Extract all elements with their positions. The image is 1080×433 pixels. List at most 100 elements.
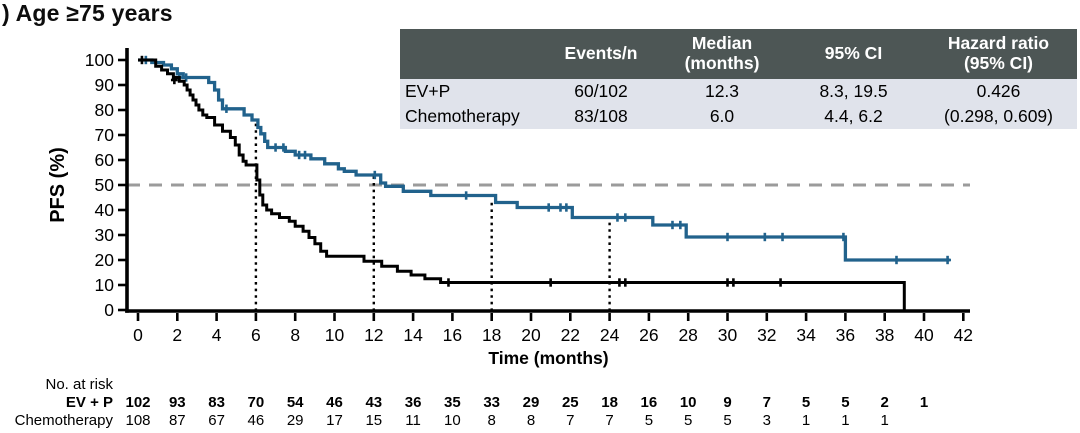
risk-value: 46: [326, 394, 343, 411]
risk-value: 3: [763, 412, 771, 429]
risk-value: 8: [527, 412, 535, 429]
y-tick-label: 80: [95, 100, 115, 120]
x-tick-label: 12: [364, 325, 383, 345]
risk-value: 46: [248, 412, 265, 429]
figure-title: ) Age ≥75 years: [2, 0, 173, 26]
x-tick-label: 42: [954, 325, 973, 345]
x-tick-label: 2: [172, 325, 182, 345]
risk-value: 10: [444, 412, 461, 429]
risk-value: 9: [723, 394, 731, 411]
x-tick-label: 18: [482, 325, 501, 345]
x-tick-label: 32: [757, 325, 776, 345]
y-tick-label: 70: [95, 125, 115, 145]
x-tick-label: 16: [443, 325, 462, 345]
x-tick-label: 30: [718, 325, 738, 345]
risk-value: 1: [841, 412, 849, 429]
stats-cell-hazard_ratio: (0.298, 0.609): [920, 104, 1077, 129]
risk-value: 11: [405, 412, 421, 429]
risk-value: 108: [125, 412, 150, 429]
stats-cell-ci_95: 4.4, 6.2: [787, 104, 920, 129]
risk-value: 36: [405, 394, 422, 411]
risk-value: 54: [287, 394, 304, 411]
x-tick-label: 40: [914, 325, 934, 345]
risk-value: 8: [488, 412, 496, 429]
stats-cell-median_months: 6.0: [657, 104, 787, 129]
risk-value: 5: [802, 394, 810, 411]
y-tick-label: 40: [95, 200, 115, 220]
x-tick-label: 28: [678, 325, 697, 345]
km-curve-chemo: [138, 58, 906, 310]
risk-value: 29: [523, 394, 540, 411]
risk-value: 102: [125, 394, 150, 411]
x-tick-label: 14: [403, 325, 423, 345]
risk-value: 67: [208, 412, 225, 429]
risk-value: 29: [287, 412, 304, 429]
x-tick-label: 10: [325, 325, 345, 345]
y-tick-label: 10: [95, 275, 115, 295]
x-tick-label: 22: [561, 325, 580, 345]
x-tick-label: 38: [875, 325, 894, 345]
risk-value: 2: [881, 394, 889, 411]
risk-value: 35: [444, 394, 461, 411]
stats-cell-events_n: 60/102: [545, 79, 657, 104]
risk-row-label: Chemotherapy: [15, 412, 114, 429]
risk-value: 33: [483, 394, 500, 411]
risk-value: 7: [566, 412, 574, 429]
stats-header-cell: 95% CI: [787, 29, 920, 79]
km-curve-evp: [138, 58, 950, 262]
risk-value: 7: [763, 394, 771, 411]
stats-header-cell: Events/n: [545, 29, 657, 79]
y-axis-title: PFS (%): [47, 147, 69, 223]
stats-table-container: Events/n Median (months) 95% CI Hazard rati…: [400, 29, 1077, 129]
risk-value: 83: [208, 394, 225, 411]
risk-value: 7: [605, 412, 613, 429]
risk-value: 5: [645, 412, 653, 429]
risk-value: 5: [684, 412, 692, 429]
x-tick-label: 20: [521, 325, 541, 345]
risk-value: 5: [841, 394, 849, 411]
risk-value: 1: [881, 412, 889, 429]
stats-cell-events_n: 83/108: [545, 104, 657, 129]
risk-value: 15: [365, 412, 382, 429]
stats-row: EV+P 60/102 12.3 8.3, 19.5 0.426: [400, 79, 1077, 104]
y-tick-label: 20: [95, 250, 115, 270]
stats-table-header: Events/n Median (months) 95% CI Hazard rati…: [400, 29, 1077, 79]
x-tick-label: 26: [639, 325, 658, 345]
risk-value: 18: [601, 394, 618, 411]
risk-value: 16: [641, 394, 658, 411]
y-tick-label: 50: [95, 175, 115, 195]
stats-cell-ci_95: 8.3, 19.5: [787, 79, 920, 104]
stats-header-cell: Median (months): [657, 29, 787, 79]
risk-value: 1: [802, 412, 810, 429]
stats-table: Events/n Median (months) 95% CI Hazard rati…: [400, 29, 1077, 129]
x-tick-label: 8: [290, 325, 300, 345]
risk-value: 5: [723, 412, 731, 429]
stats-header-cell: [400, 29, 545, 79]
risk-row-label: EV + P: [66, 394, 113, 411]
stats-header-cell: Hazard ratio (95% CI): [920, 29, 1077, 79]
risk-value: 10: [680, 394, 697, 411]
x-tick-label: 4: [212, 325, 222, 345]
x-tick-label: 0: [133, 325, 143, 345]
x-axis-title: Time (months): [488, 348, 608, 368]
stats-cell-label: EV+P: [400, 79, 545, 104]
risk-value: 25: [562, 394, 579, 411]
risk-table-heading: No. at risk: [45, 376, 113, 393]
stats-cell-hazard_ratio: 0.426: [920, 79, 1077, 104]
x-tick-label: 6: [251, 325, 261, 345]
risk-value: 43: [365, 394, 382, 411]
stats-cell-median_months: 12.3: [657, 79, 787, 104]
y-tick-label: 100: [85, 50, 114, 70]
x-tick-label: 34: [796, 325, 816, 345]
risk-value: 93: [169, 394, 186, 411]
y-tick-label: 60: [95, 150, 115, 170]
stats-row: Chemotherapy 83/108 6.0 4.4, 6.2 (0.298, 0.6…: [400, 104, 1077, 129]
risk-value: 1: [920, 394, 928, 411]
x-tick-label: 36: [836, 325, 855, 345]
x-tick-label: 24: [600, 325, 620, 345]
risk-value: 87: [169, 412, 186, 429]
y-tick-label: 0: [104, 300, 114, 320]
y-tick-label: 30: [95, 225, 115, 245]
